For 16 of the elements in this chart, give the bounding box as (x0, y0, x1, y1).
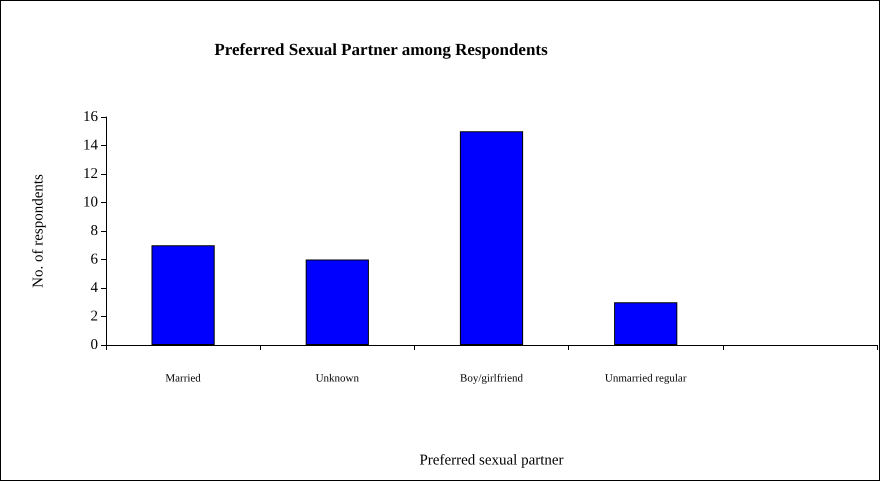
x-axis-title: Preferred sexual partner (419, 452, 564, 468)
y-tick-label: 10 (83, 194, 98, 210)
x-tick-label: Unmarried regular (604, 372, 687, 384)
y-tick-label: 14 (83, 138, 98, 154)
chart-title: Preferred Sexual Partner among Respondents (214, 40, 548, 59)
y-tick-label: 2 (90, 308, 98, 324)
y-tick-label: 16 (83, 109, 98, 125)
y-tick-label: 12 (83, 166, 98, 182)
x-tick-label: Married (165, 372, 202, 384)
y-axis-title: No. of respondents (30, 174, 46, 288)
y-tick-label: 6 (90, 252, 98, 268)
y-tick-label: 8 (90, 223, 98, 239)
x-tick-label: Boy/girlfriend (460, 372, 524, 384)
y-tick-label: 4 (90, 280, 98, 296)
x-tick-label: Unknown (316, 372, 360, 384)
y-tick-label: 0 (90, 337, 98, 353)
